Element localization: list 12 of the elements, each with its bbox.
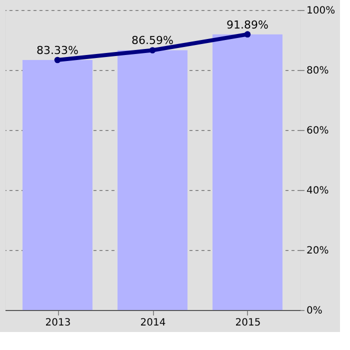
y-tick-label: 40% (306, 186, 329, 196)
y-tick-label: 20% (306, 246, 329, 256)
data-label: 83.33% (36, 44, 78, 58)
x-tick-label: 2015 (235, 318, 261, 328)
x-tick-label: 2013 (45, 318, 71, 328)
y-tick-label: 100% (306, 6, 336, 16)
x-tick-label: 2014 (140, 318, 166, 328)
y-tick-label: 0% (306, 306, 322, 316)
data-label: 91.89% (226, 18, 268, 32)
y-tick-label: 60% (306, 126, 329, 136)
data-label: 86.59% (132, 34, 174, 48)
y-tick-label: 80% (306, 66, 329, 76)
